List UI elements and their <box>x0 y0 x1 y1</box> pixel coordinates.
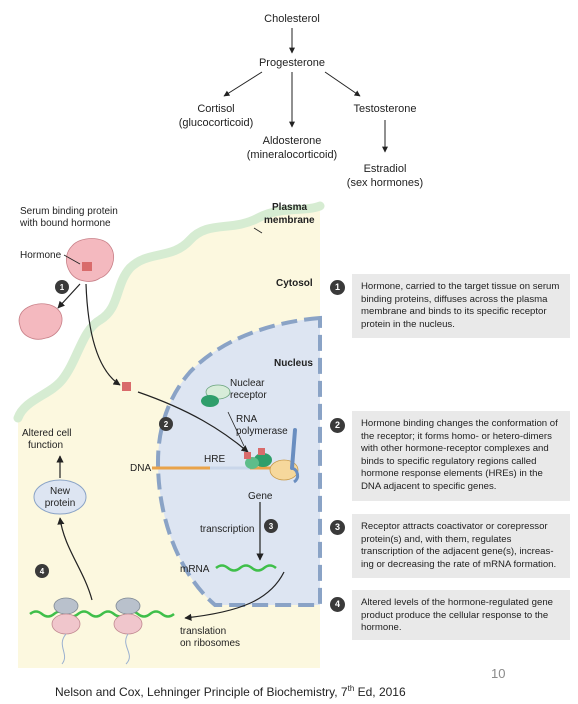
marker-3: 3 <box>264 519 278 533</box>
citation-text: Nelson and Cox, Lehninger Principle of B… <box>55 685 348 699</box>
citation-superscript: th <box>347 684 355 693</box>
testosterone-label: Testosterone <box>354 103 417 115</box>
plasma-label-2: membrane <box>264 215 315 226</box>
glucocorticoid-label: (glucocorticoid) <box>179 117 254 129</box>
gene-label: Gene <box>248 491 273 502</box>
sex-hormones-label: (sex hormones) <box>347 177 423 189</box>
free-serum-protein <box>18 303 63 340</box>
hormone-label: Hormone <box>20 250 62 261</box>
step-2-description: Hormone binding changes the conformation… <box>352 411 570 501</box>
hre-label: HRE <box>204 454 225 465</box>
step-3-description: Receptor attracts coactivator or corepre… <box>352 514 570 578</box>
arrow-to-new-protein <box>57 517 93 601</box>
mineralocorticoid-label: (mineralocorticoid) <box>247 149 337 161</box>
cholesterol-label: Cholesterol <box>264 13 320 25</box>
rna-polymerase-label-2: polymerase <box>236 426 288 437</box>
ribosome-1 <box>51 597 81 665</box>
arrow-release <box>57 283 81 309</box>
arrow-hormone-to-receptor <box>137 391 249 453</box>
mrna-on-ribosomes <box>29 610 175 618</box>
step-4-description: Altered levels of the hormone-regulated … <box>352 590 570 640</box>
altered-function-label-1: Altered cell <box>22 428 71 439</box>
citation-edition: Ed, 2016 <box>354 685 406 699</box>
marker-2: 2 <box>159 417 173 431</box>
citation: Nelson and Cox, Lehninger Principle of B… <box>55 684 406 699</box>
diagram-markers: 1 2 3 4 <box>35 280 278 578</box>
step-2-badge: 2 <box>330 418 345 433</box>
aldosterone-label: Aldosterone <box>263 135 322 147</box>
serum-label-2: with bound hormone <box>19 218 111 229</box>
pointer-rna-polymerase <box>227 411 245 447</box>
cortisol-label: Cortisol <box>197 103 234 115</box>
page-number: 10 <box>491 666 506 681</box>
arrow-prog-testosterone <box>324 71 361 97</box>
progesterone-label: Progesterone <box>259 57 325 69</box>
step-1-description: Hormone, carried to the target tissue on… <box>352 274 570 338</box>
nuclear-receptor <box>201 384 231 407</box>
marker-4: 4 <box>35 564 49 578</box>
transcription-label: transcription <box>200 524 254 535</box>
serum-binding-protein <box>66 238 114 282</box>
cytosol-label: Cytosol <box>276 278 313 289</box>
new-protein-label-1: New <box>50 486 71 497</box>
new-protein-label-2: protein <box>45 498 76 509</box>
svg-text:1: 1 <box>60 283 65 292</box>
step-4-badge: 4 <box>330 597 345 612</box>
bound-hormone <box>82 262 92 271</box>
figure-labels: Serum binding protein with bound hormone… <box>19 202 315 649</box>
step-3-badge: 3 <box>330 520 345 535</box>
receptor-complex <box>244 428 300 484</box>
free-hormone <box>122 382 131 391</box>
dna-label: DNA <box>130 463 151 474</box>
steroid-pathway: Cholesterol Progesterone Cortisol (gluco… <box>179 13 424 189</box>
arrow-prog-cortisol <box>223 71 263 97</box>
pointer-plasma-membrane <box>253 227 263 234</box>
arrow-hormone-diffuse <box>85 283 121 386</box>
translation-label-1: translation <box>180 626 226 637</box>
rna-polymerase-label-1: RNA <box>236 414 257 425</box>
mrna-label: mRNA <box>180 564 210 575</box>
new-protein-ellipse <box>33 479 87 515</box>
plasma-label-1: Plasma <box>272 202 307 213</box>
estradiol-label: Estradiol <box>364 163 407 175</box>
nucleus-label: Nucleus <box>274 358 313 369</box>
altered-function-label-2: function <box>28 440 63 451</box>
translation-label-2: on ribosomes <box>180 638 240 649</box>
marker-1: 1 <box>55 280 69 294</box>
ribosome-2 <box>113 597 143 665</box>
mrna-strand <box>215 564 277 572</box>
plasma-membrane <box>13 201 325 423</box>
serum-label-1: Serum binding protein <box>20 206 118 217</box>
nuclear-receptor-label-2: receptor <box>230 390 267 401</box>
svg-text:4: 4 <box>40 567 45 576</box>
step-1-badge: 1 <box>330 280 345 295</box>
arrow-translation <box>184 571 285 621</box>
svg-text:3: 3 <box>269 522 274 531</box>
nuclear-receptor-label-1: Nuclear <box>230 378 265 389</box>
svg-text:2: 2 <box>164 420 169 429</box>
